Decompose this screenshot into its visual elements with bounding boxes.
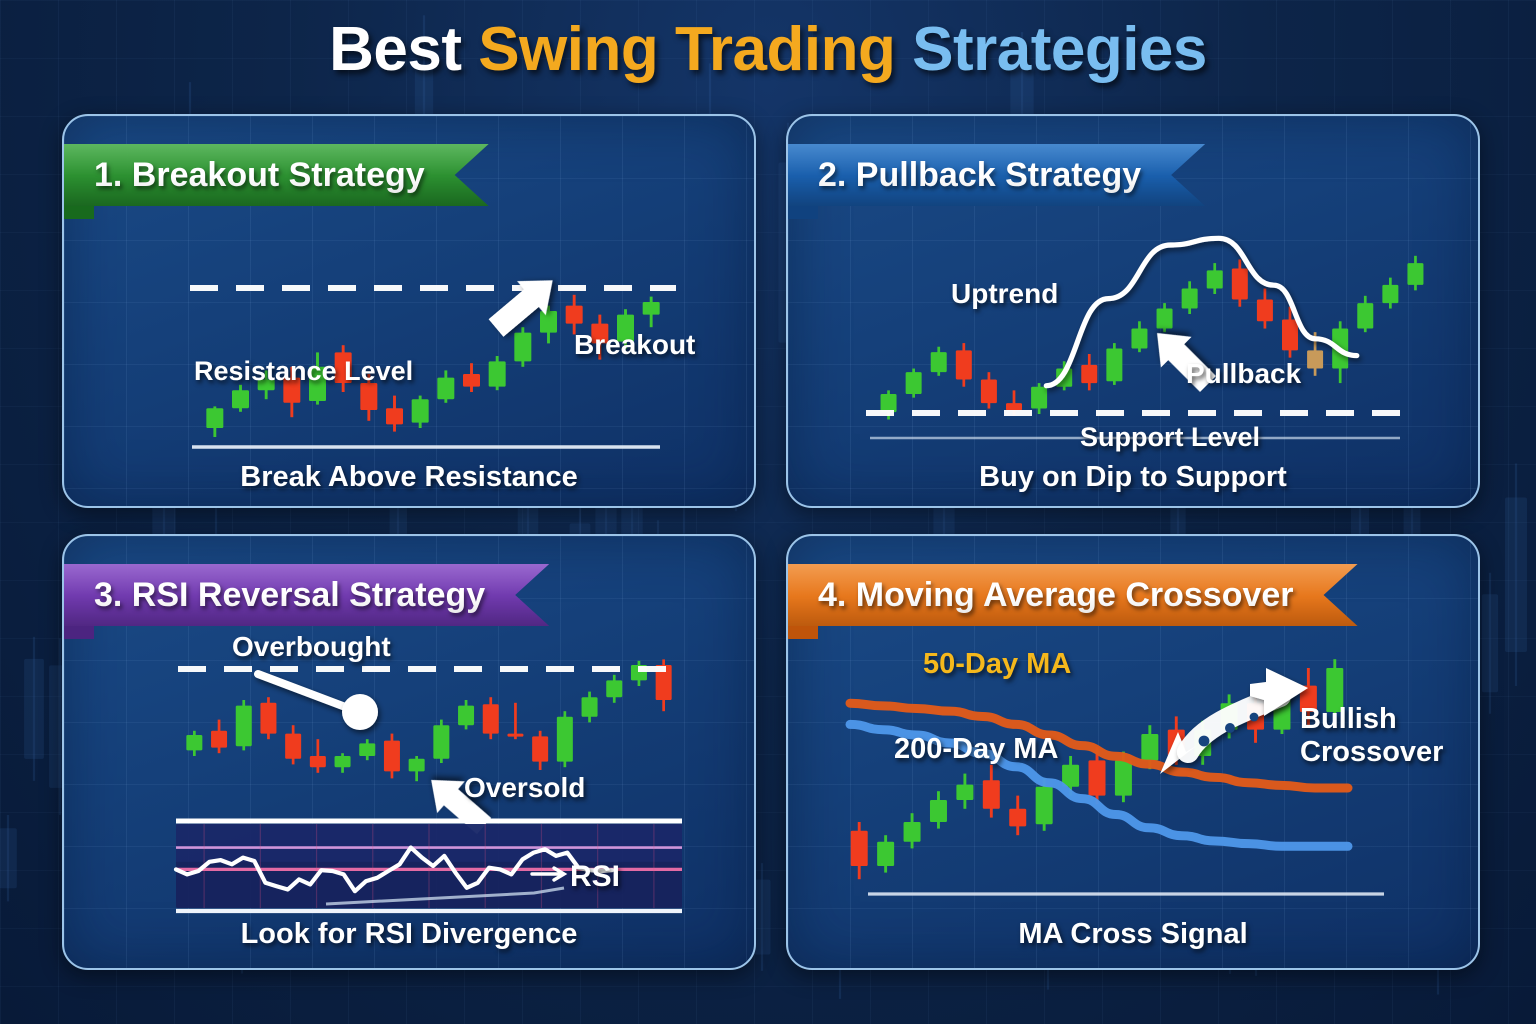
page-title-part1: Best	[329, 15, 479, 84]
banner-rsi-reversal-strategy: 3. RSI Reversal Strategy	[62, 564, 549, 626]
caption-rsi-reversal: Look for RSI Divergence	[240, 918, 578, 950]
panel-moving-average-crossover[interactable]: 50-Day MA 200-Day MA Bullish Crossover M…	[786, 534, 1480, 970]
annotation-bullish-crossover-line2: Crossover	[1300, 736, 1444, 768]
banner-moving-average-crossover: 4. Moving Average Crossover	[786, 564, 1358, 626]
annotation-pullback: Pullback	[1186, 358, 1302, 389]
page-title-part3: Strategies	[912, 15, 1207, 84]
banner-breakout-strategy: 1. Breakout Strategy	[62, 144, 489, 206]
annotation-resistance-level: Resistance Level	[194, 356, 414, 386]
chart-breakout	[190, 280, 676, 449]
caption-pullback: Buy on Dip to Support	[979, 461, 1287, 493]
annotation-bullish-crossover-line1: Bullish	[1300, 703, 1397, 735]
annotation-support-level: Support Level	[1080, 422, 1261, 452]
page-title-part2: Swing Trading	[478, 15, 913, 84]
banner-fold-tab	[788, 206, 818, 219]
annotation-oversold: Oversold	[464, 772, 586, 803]
annotation-ma-50-label: 50-Day MA	[923, 648, 1072, 680]
banner-fold-tab	[64, 626, 94, 639]
chart-ma-crossover	[845, 659, 1384, 896]
panel-rsi-reversal-strategy[interactable]: Overbought Oversold RSI Look for RSI Div…	[62, 534, 756, 970]
banner-pullback-strategy: 2. Pullback Strategy	[786, 144, 1205, 206]
annotation-rsi: RSI	[570, 860, 621, 893]
caption-breakout: Break Above Resistance	[240, 461, 578, 493]
banner-fold-tab	[788, 626, 818, 639]
banner-fold-tab	[64, 206, 94, 219]
page-title: Best Swing Trading Strategies	[0, 14, 1536, 85]
annotation-overbought: Overbought	[232, 631, 391, 662]
chart-rsi-reversal	[173, 659, 682, 914]
panel-pullback-strategy[interactable]: Uptrend Pullback Support Level Buy on Di…	[786, 114, 1480, 508]
chart-pullback	[866, 235, 1424, 440]
annotation-breakout: Breakout	[574, 329, 696, 360]
panel-breakout-strategy[interactable]: Resistance Level Breakout Break Above Re…	[62, 114, 756, 508]
annotation-uptrend: Uptrend	[951, 278, 1059, 309]
caption-ma-crossover: MA Cross Signal	[1018, 918, 1248, 950]
annotation-ma-200-label: 200-Day MA	[894, 733, 1059, 765]
